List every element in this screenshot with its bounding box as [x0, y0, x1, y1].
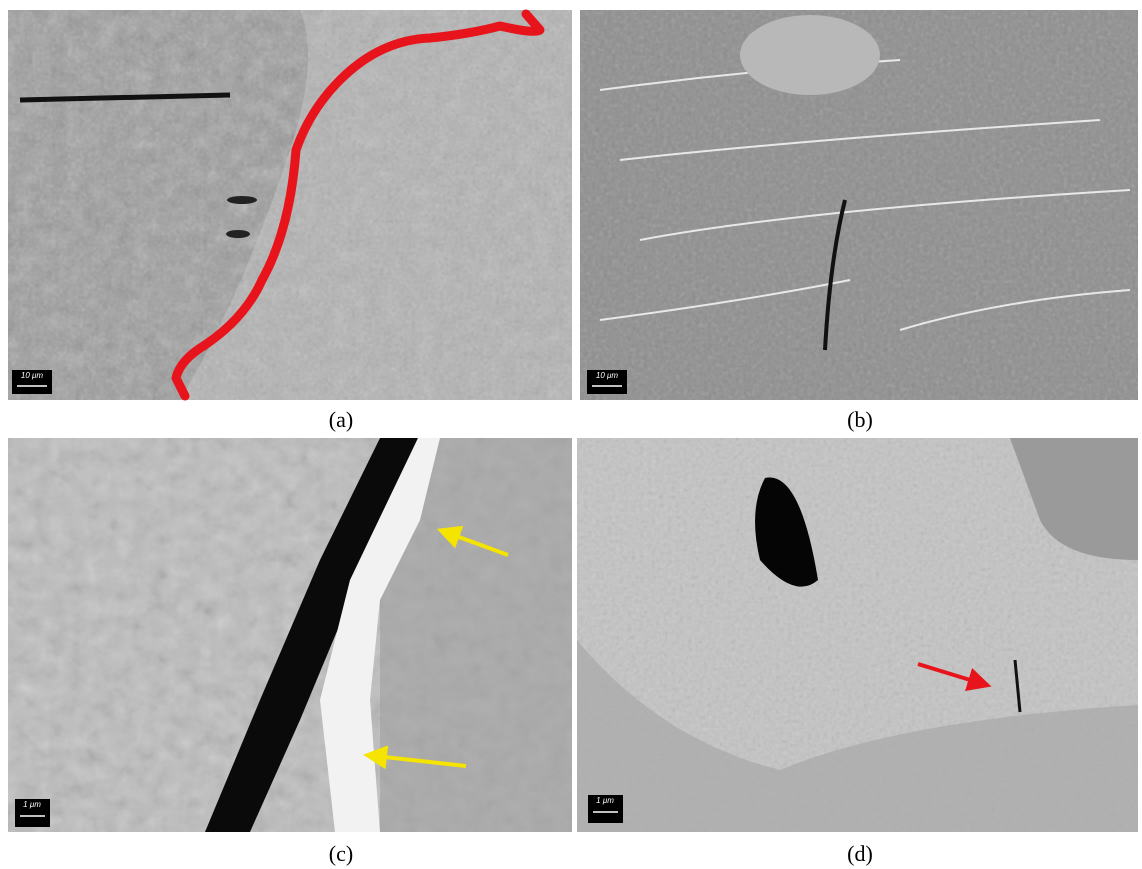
panel-b: 10 μm	[580, 10, 1138, 400]
crack	[205, 438, 418, 832]
scale-text: 1 μm	[596, 796, 614, 805]
scale-bar: 10 μm	[587, 370, 627, 394]
void	[227, 196, 257, 204]
panel-label: (b)	[847, 407, 873, 432]
crack	[19, 92, 231, 103]
scale-box	[588, 795, 623, 823]
void	[755, 477, 818, 587]
panel-a: 10 μm	[8, 9, 572, 401]
scale-text: 10 μm	[596, 371, 619, 380]
crack	[823, 199, 847, 351]
particle	[740, 15, 880, 95]
arrow	[363, 745, 467, 770]
scale-box	[12, 370, 52, 394]
scale-text: 10 μm	[21, 371, 44, 380]
panel-label: (d)	[847, 841, 873, 866]
bright-edge	[320, 438, 440, 832]
scale-box	[15, 799, 50, 827]
panel-label: (a)	[329, 407, 353, 432]
void	[226, 230, 250, 238]
panel-label: (c)	[329, 841, 353, 866]
scale-text: 1 μm	[23, 800, 41, 809]
arrow	[436, 525, 509, 557]
smooth-region	[577, 640, 1138, 832]
smooth-region	[1010, 438, 1138, 560]
arrow	[917, 662, 992, 691]
crack-path	[171, 9, 545, 401]
panel-c: 1 μm	[8, 438, 572, 832]
scale-box	[587, 370, 627, 394]
scale-bar: 1 μm	[15, 799, 50, 827]
scale-bar: 10 μm	[12, 370, 52, 394]
scale-bar: 1 μm	[588, 795, 623, 823]
crack	[1013, 659, 1022, 713]
panel-d: 1 μm	[577, 438, 1138, 832]
